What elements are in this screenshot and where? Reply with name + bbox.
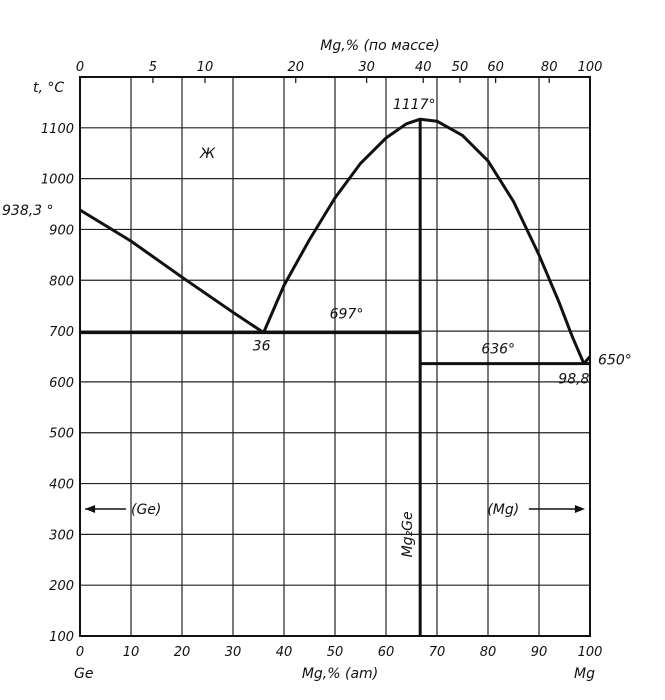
x-tick-label: 30	[225, 645, 242, 660]
x-tick-label: 80	[480, 645, 497, 660]
top-tick-label: 100	[578, 60, 603, 75]
x-tick-label: 90	[531, 645, 548, 660]
liquidus-curve	[79, 208, 265, 334]
left-arrow-head	[85, 504, 96, 513]
x-tick-label: 40	[276, 645, 293, 660]
eutectic-composition-label: 98,8	[558, 372, 589, 388]
compound-label: Mg₂Ge	[400, 511, 416, 557]
top-tick-label: 50	[452, 60, 469, 75]
top-tick-label: 5	[149, 60, 157, 75]
liquidus-curve	[262, 117, 586, 365]
top-tick-label: 60	[487, 60, 504, 75]
top-tick-label: 20	[287, 60, 304, 75]
annotations: 1117° 697° 36 636° 98,8 650° 938,3 ° Ж (Ge) (Mg) M…	[2, 97, 632, 557]
y-tick-label: 1000	[41, 173, 74, 188]
y-tick-label: 500	[49, 427, 74, 442]
liquid-region-label: Ж	[199, 146, 216, 162]
left-solid-label: (Ge)	[131, 502, 161, 518]
y-tick-label: 300	[49, 528, 74, 543]
y-axis-title: t, °C	[33, 80, 64, 96]
y-tick-label: 700	[49, 325, 74, 340]
top-tick-label: 30	[358, 60, 375, 75]
x-tick-label: 10	[123, 645, 140, 660]
ge-melting-label: 938,3 °	[2, 203, 54, 219]
y-tick-label: 600	[49, 376, 74, 391]
y-tick-label: 400	[49, 478, 74, 493]
x-tick-label: 100	[578, 645, 603, 660]
eutectic-temp-label: 636°	[481, 342, 515, 358]
y-tick-label: 200	[49, 579, 74, 594]
top-tick-label: 10	[197, 60, 214, 75]
x-tick-label: 0	[76, 645, 84, 660]
top-tick-label: 40	[415, 60, 432, 75]
x-tick-label: 20	[174, 645, 191, 660]
x-left-element-label: Ge	[74, 666, 93, 682]
x-right-element-label: Mg	[574, 666, 595, 682]
x-tick-label: 50	[327, 645, 344, 660]
right-solid-label: (Mg)	[487, 502, 519, 518]
compound-melting-label: 1117°	[393, 97, 436, 113]
x-axis: 0 10 20 30 40 50 60 70 80 90 100 Ge Mg Mg,% (am)	[74, 645, 602, 682]
top-axis: 0 5 10 20 30 40 50 60 80 100 Mg,% (по массе)	[76, 38, 603, 83]
eutectic-composition-label: 36	[253, 339, 271, 355]
x-tick-label: 60	[378, 645, 395, 660]
top-tick-label: 80	[541, 60, 558, 75]
x-axis-title: Mg,% (am)	[302, 666, 378, 682]
y-axis: 100 200 300 400 500 600 700 800 900 1000 1100 t, °C	[33, 80, 74, 645]
eutectic-lines	[80, 119, 590, 636]
eutectic-temp-label: 697°	[330, 307, 364, 323]
top-tick-label: 0	[76, 60, 84, 75]
y-tick-label: 800	[49, 274, 74, 289]
y-tick-label: 100	[49, 630, 74, 645]
top-axis-title: Mg,% (по массе)	[320, 38, 439, 54]
right-arrow-head	[574, 504, 585, 513]
y-tick-label: 900	[49, 223, 74, 238]
mg-melting-label: 650°	[598, 353, 632, 369]
y-tick-label: 1100	[41, 122, 74, 137]
x-tick-label: 70	[429, 645, 446, 660]
